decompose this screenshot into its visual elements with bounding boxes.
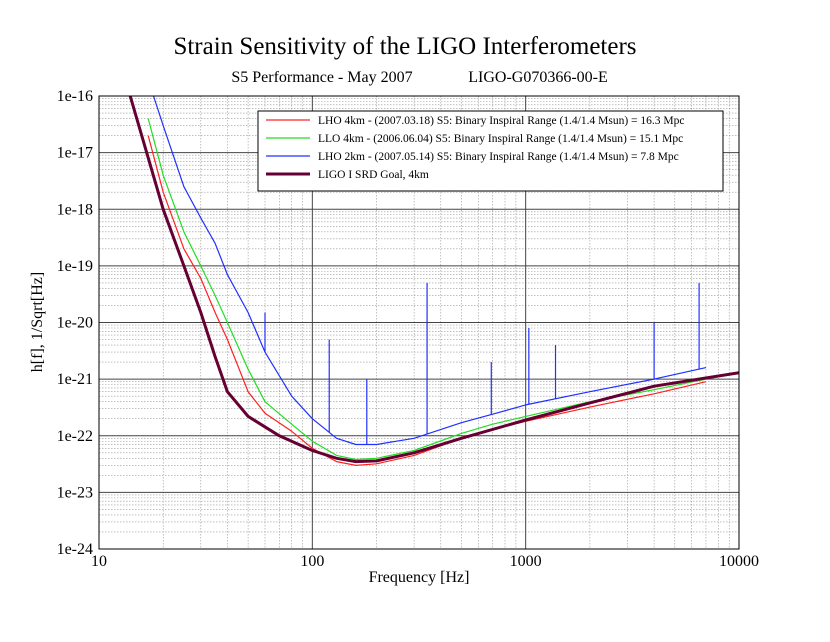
x-tick-label: 10 bbox=[91, 553, 107, 570]
series-line-3 bbox=[152, 96, 707, 446]
series-group bbox=[128, 96, 739, 466]
y-tick-label: 1e-23 bbox=[57, 484, 93, 501]
legend-label: LHO 4km - (2007.03.18) S5: Binary Inspir… bbox=[318, 115, 684, 127]
y-tick-label: 1e-21 bbox=[57, 371, 93, 388]
chart-subtitle: S5 Performance - May 2007 bbox=[231, 69, 412, 86]
legend-label: LIGO I SRD Goal, 4km bbox=[318, 169, 429, 181]
chart-title: Strain Sensitivity of the LIGO Interfero… bbox=[173, 33, 636, 60]
legend-label: LHO 2km - (2007.05.14) S5: Binary Inspir… bbox=[318, 151, 679, 163]
chart-document-id: LIGO-G070366-00-E bbox=[468, 69, 608, 86]
y-tick-label: 1e-19 bbox=[57, 258, 93, 275]
x-axis-label: Frequency [Hz] bbox=[369, 569, 470, 586]
y-tick-label: 1e-22 bbox=[57, 428, 93, 445]
y-axis-label: h[f], 1/Sqrt[Hz] bbox=[29, 272, 46, 372]
legend: LHO 4km - (2007.03.18) S5: Binary Inspir… bbox=[257, 110, 724, 192]
y-tick-label: 1e-16 bbox=[57, 88, 93, 105]
legend-label: LLO 4km - (2006.06.04) S5: Binary Inspir… bbox=[318, 133, 683, 145]
series-line-2 bbox=[147, 118, 707, 461]
legend-box bbox=[257, 110, 724, 192]
y-tick-label: 1e-17 bbox=[57, 145, 93, 162]
y-tick-label: 1e-24 bbox=[57, 541, 93, 558]
y-tick-label: 1e-18 bbox=[57, 201, 93, 218]
tick-labels: 10 100 1000 10000 1e-16 1e-17 1e-18 1e-19 1e-20 1… bbox=[57, 88, 759, 570]
x-tick-label: 10000 bbox=[719, 553, 759, 570]
x-tick-label: 1000 bbox=[510, 553, 542, 570]
y-tick-label: 1e-20 bbox=[57, 315, 93, 332]
x-tick-label: 100 bbox=[300, 553, 324, 570]
series-line-4 bbox=[128, 96, 739, 464]
plot-frame bbox=[98, 95, 740, 550]
